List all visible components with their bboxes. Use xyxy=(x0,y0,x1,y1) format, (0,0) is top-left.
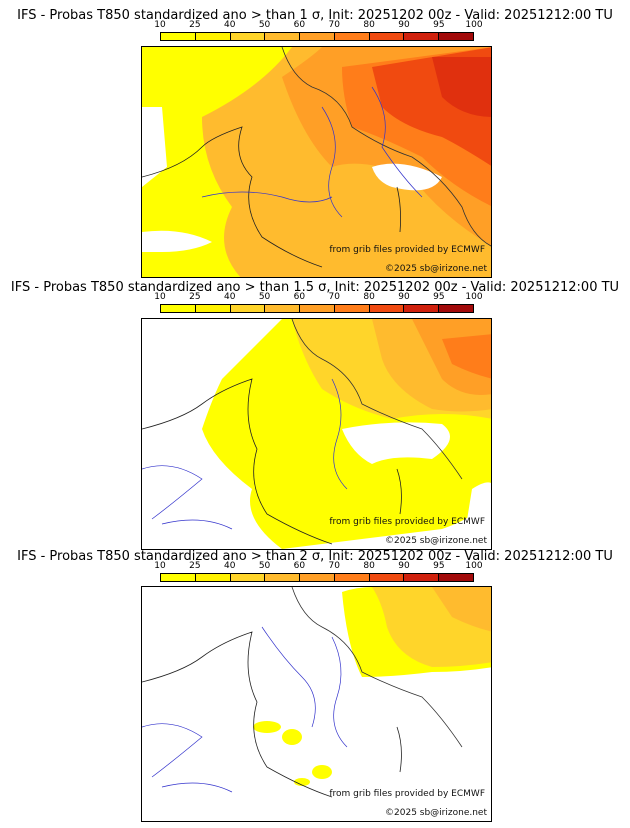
panel-3: IFS - Probas T850 standardized ano > tha… xyxy=(0,544,630,828)
source-credit: from grib files provided by ECMWF xyxy=(329,789,485,799)
tick-label: 70 xyxy=(328,20,340,30)
colorbar-swatch xyxy=(300,574,335,581)
colorbar-swatch xyxy=(230,33,266,40)
tick-label: 90 xyxy=(398,20,410,30)
tick-label: 40 xyxy=(223,561,236,571)
copyright-credit: ©2025 sb@irizone.net xyxy=(385,536,487,546)
panel-3-title: IFS - Probas T850 standardized ano > tha… xyxy=(17,549,613,564)
colorbar-ticks: 10 25 40 50 60 70 80 90 95 100 xyxy=(154,561,482,572)
colorbar-swatch xyxy=(195,574,231,581)
colorbar-swatch xyxy=(334,574,370,581)
tick-label: 90 xyxy=(398,561,410,571)
tick-label: 90 xyxy=(398,292,410,302)
colorbar-swatch xyxy=(369,574,405,581)
tick-label: 100 xyxy=(465,561,483,571)
colorbar xyxy=(160,304,474,313)
tick-label: 25 xyxy=(189,561,201,571)
colorbar-ticks: 10 25 40 50 60 70 80 90 95 100 xyxy=(154,20,482,31)
probability-map: from grib files provided by ECMWF ©2025 … xyxy=(141,46,492,278)
tick-label: 60 xyxy=(293,561,306,571)
colorbar-swatch xyxy=(161,305,196,312)
colorbar-swatch xyxy=(439,33,474,40)
tick-label: 40 xyxy=(223,20,236,30)
copyright-credit: ©2025 sb@irizone.net xyxy=(385,808,487,818)
tick-label: 50 xyxy=(258,20,271,30)
copyright-credit: ©2025 sb@irizone.net xyxy=(385,264,487,274)
colorbar-swatch xyxy=(265,33,301,40)
colorbar-swatch xyxy=(439,574,474,581)
colorbar-swatch xyxy=(369,33,405,40)
tick-label: 50 xyxy=(258,292,271,302)
tick-label: 95 xyxy=(433,561,445,571)
colorbar-swatch xyxy=(195,33,231,40)
tick-label: 60 xyxy=(293,292,306,302)
colorbar-ticks: 10 25 40 50 60 70 80 90 95 100 xyxy=(154,292,482,303)
colorbar-swatch xyxy=(161,33,196,40)
colorbar-swatch xyxy=(265,305,301,312)
colorbar xyxy=(160,573,474,582)
colorbar-swatch xyxy=(161,574,196,581)
tick-label: 25 xyxy=(189,20,201,30)
tick-label: 50 xyxy=(258,561,271,571)
probability-map: from grib files provided by ECMWF ©2025 … xyxy=(141,318,492,550)
tick-label: 100 xyxy=(465,20,483,30)
colorbar-swatch xyxy=(230,305,266,312)
colorbar-swatch xyxy=(265,574,301,581)
source-credit: from grib files provided by ECMWF xyxy=(329,245,485,255)
tick-label: 10 xyxy=(154,292,166,302)
colorbar-swatch xyxy=(404,305,440,312)
tick-label: 80 xyxy=(363,20,375,30)
colorbar-swatch xyxy=(439,305,474,312)
map-graphic xyxy=(142,587,491,821)
colorbar-swatch xyxy=(334,305,370,312)
colorbar-swatch xyxy=(300,305,335,312)
map-graphic xyxy=(142,319,491,549)
panel-1: IFS - Probas T850 standardized ano > tha… xyxy=(0,0,630,280)
probability-map: from grib files provided by ECMWF ©2025 … xyxy=(141,586,492,822)
tick-label: 80 xyxy=(363,292,375,302)
tick-label: 25 xyxy=(189,292,201,302)
colorbar-swatch xyxy=(369,305,405,312)
tick-label: 40 xyxy=(223,292,236,302)
tick-label: 100 xyxy=(465,292,483,302)
colorbar-swatch xyxy=(404,574,440,581)
source-credit: from grib files provided by ECMWF xyxy=(329,517,485,527)
map-graphic xyxy=(142,47,491,277)
panel-2: IFS - Probas T850 standardized ano > tha… xyxy=(0,272,630,552)
colorbar-swatch xyxy=(195,305,231,312)
tick-label: 70 xyxy=(328,292,340,302)
tick-label: 80 xyxy=(363,561,375,571)
tick-label: 95 xyxy=(433,20,445,30)
tick-label: 10 xyxy=(154,20,166,30)
tick-label: 60 xyxy=(293,20,306,30)
tick-label: 95 xyxy=(433,292,445,302)
colorbar-swatch xyxy=(300,33,335,40)
colorbar-swatch xyxy=(404,33,440,40)
tick-label: 10 xyxy=(154,561,166,571)
colorbar-swatch xyxy=(334,33,370,40)
colorbar-swatch xyxy=(230,574,266,581)
colorbar xyxy=(160,32,474,41)
tick-label: 70 xyxy=(328,561,340,571)
panel-2-title: IFS - Probas T850 standardized ano > tha… xyxy=(10,280,620,295)
panel-1-title: IFS - Probas T850 standardized ano > tha… xyxy=(17,8,613,23)
